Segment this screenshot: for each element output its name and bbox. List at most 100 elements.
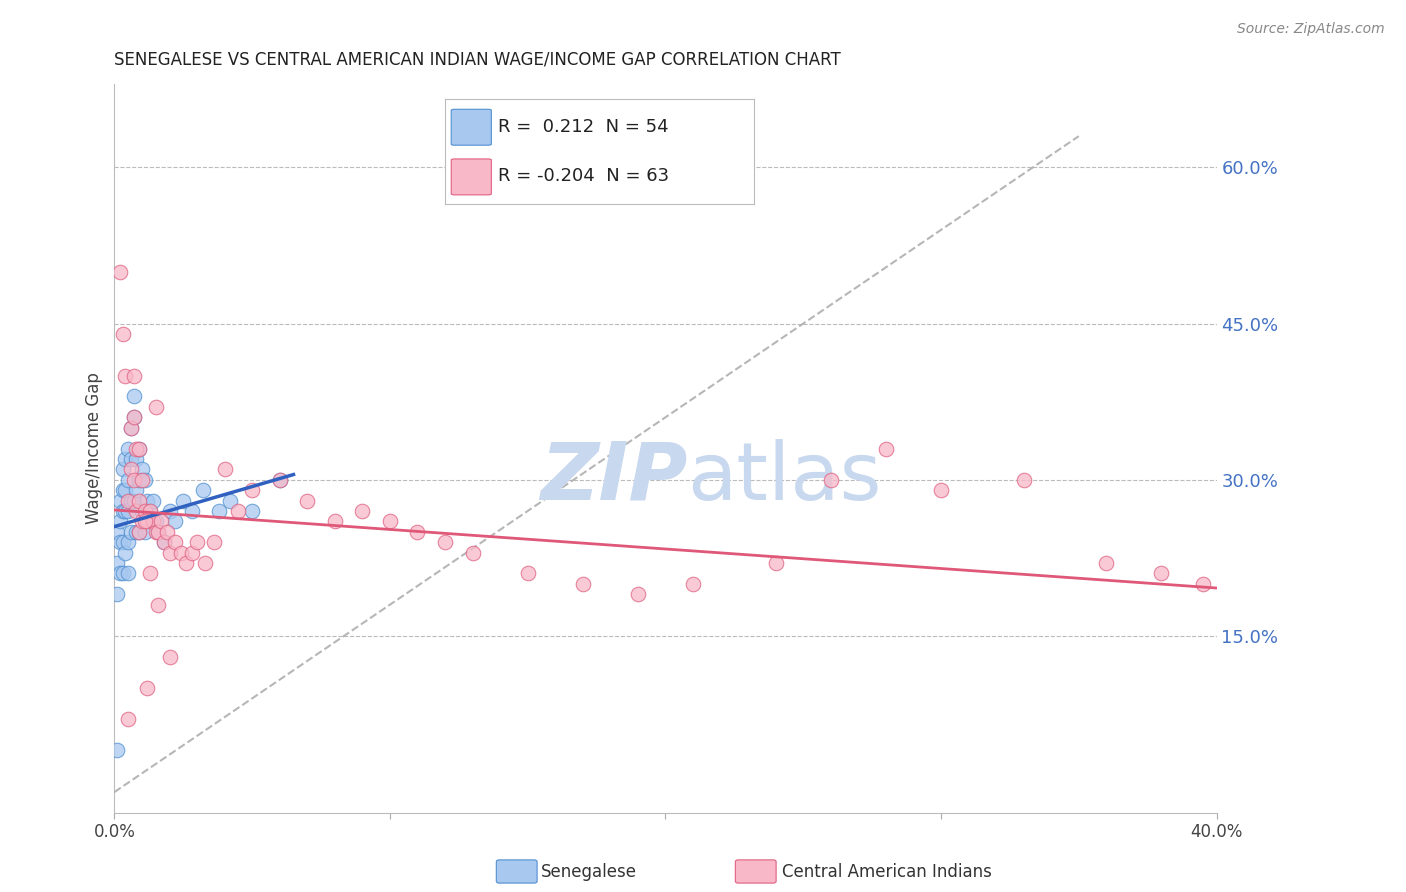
Text: Source: ZipAtlas.com: Source: ZipAtlas.com xyxy=(1237,22,1385,37)
Point xyxy=(202,535,225,549)
Point xyxy=(120,462,142,476)
Point xyxy=(122,410,145,425)
Point xyxy=(159,649,181,664)
Point xyxy=(269,473,291,487)
Point xyxy=(159,504,181,518)
Point xyxy=(108,493,131,508)
Point xyxy=(240,483,263,498)
Point xyxy=(191,483,214,498)
Point xyxy=(128,524,150,539)
Point xyxy=(125,524,148,539)
Point xyxy=(139,504,162,518)
Point xyxy=(194,556,217,570)
Point xyxy=(1012,473,1035,487)
Point xyxy=(572,577,595,591)
Point xyxy=(122,389,145,403)
Point xyxy=(186,535,208,549)
Point xyxy=(128,442,150,456)
Point xyxy=(142,493,165,508)
Point xyxy=(208,504,231,518)
Point xyxy=(131,473,153,487)
Point xyxy=(136,681,159,695)
Point xyxy=(145,400,167,414)
Point xyxy=(159,546,181,560)
Point xyxy=(128,442,150,456)
Point xyxy=(269,473,291,487)
Point xyxy=(145,515,167,529)
Point xyxy=(1150,566,1173,581)
Point xyxy=(148,598,170,612)
Point xyxy=(174,556,197,570)
Point xyxy=(128,524,150,539)
Point xyxy=(105,556,128,570)
Point xyxy=(128,473,150,487)
Point xyxy=(114,504,136,518)
Point xyxy=(120,493,142,508)
Point xyxy=(105,587,128,601)
Point xyxy=(134,473,156,487)
Point xyxy=(148,524,170,539)
Point xyxy=(352,504,374,518)
Point xyxy=(139,504,162,518)
Point xyxy=(378,515,401,529)
Point xyxy=(169,546,191,560)
Y-axis label: Wage/Income Gap: Wage/Income Gap xyxy=(86,373,103,524)
Point xyxy=(461,546,484,560)
Point xyxy=(125,504,148,518)
Point xyxy=(172,493,194,508)
Point xyxy=(122,493,145,508)
Point xyxy=(153,535,176,549)
Point xyxy=(228,504,250,518)
Text: SENEGALESE VS CENTRAL AMERICAN INDIAN WAGE/INCOME GAP CORRELATION CHART: SENEGALESE VS CENTRAL AMERICAN INDIAN WA… xyxy=(114,51,841,69)
Point xyxy=(105,524,128,539)
Point xyxy=(120,420,142,434)
Point xyxy=(117,442,139,456)
Point xyxy=(117,712,139,726)
Point xyxy=(219,493,242,508)
Point xyxy=(125,451,148,466)
Point xyxy=(117,566,139,581)
Point xyxy=(682,577,704,591)
Point xyxy=(111,483,134,498)
Point xyxy=(131,462,153,476)
Point xyxy=(108,535,131,549)
Point xyxy=(117,473,139,487)
Point xyxy=(180,546,202,560)
Point xyxy=(122,473,145,487)
Point xyxy=(114,368,136,383)
Point xyxy=(627,587,650,601)
Point xyxy=(120,524,142,539)
Point xyxy=(111,535,134,549)
Point xyxy=(1191,577,1213,591)
Point xyxy=(120,420,142,434)
Point xyxy=(875,442,897,456)
Point xyxy=(434,535,457,549)
Point xyxy=(111,462,134,476)
Point xyxy=(323,515,346,529)
Point xyxy=(117,493,139,508)
Point xyxy=(150,515,173,529)
Point xyxy=(111,504,134,518)
Point xyxy=(156,524,179,539)
Text: Senegalese: Senegalese xyxy=(541,863,637,881)
Point xyxy=(765,556,787,570)
Point xyxy=(120,451,142,466)
Point xyxy=(929,483,952,498)
Point xyxy=(108,264,131,278)
Point xyxy=(111,326,134,341)
Point xyxy=(125,483,148,498)
Point xyxy=(153,535,176,549)
Point xyxy=(1095,556,1118,570)
Point xyxy=(105,743,128,757)
Point xyxy=(131,515,153,529)
Point xyxy=(148,524,170,539)
Text: atlas: atlas xyxy=(688,439,882,516)
Point xyxy=(240,504,263,518)
Point xyxy=(145,524,167,539)
Point xyxy=(516,566,538,581)
Point xyxy=(820,473,842,487)
Point xyxy=(134,515,156,529)
Point xyxy=(125,442,148,456)
Point xyxy=(214,462,236,476)
Point xyxy=(406,524,429,539)
